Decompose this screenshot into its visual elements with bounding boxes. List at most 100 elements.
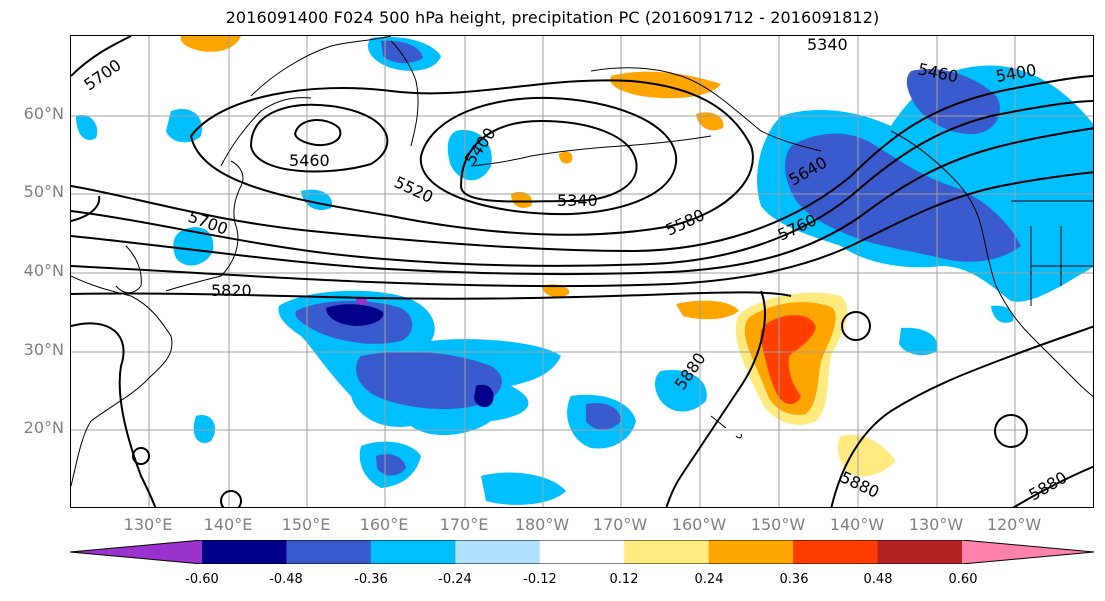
lon-label-150w: 150°W	[750, 515, 806, 534]
neg-anomaly-nw4	[447, 130, 492, 181]
colorbar-tick: 0.36	[779, 572, 809, 587]
border-states	[1030, 226, 1093, 306]
contour-5340-low	[459, 119, 638, 203]
contour-label-5880-east: 5880	[1026, 468, 1071, 505]
neg-anomaly-northeast-mid2	[906, 68, 1000, 135]
pos-anomaly-small7	[837, 434, 896, 477]
neg-anomaly-nw1-mid	[381, 40, 423, 64]
colorbar-segment	[202, 540, 287, 564]
lon-label-140w: 140°W	[829, 515, 885, 534]
contour-5880-west	[71, 322, 157, 507]
colorbar-segment	[624, 540, 710, 564]
contour-5400	[419, 96, 678, 216]
gridlines	[71, 36, 1093, 507]
lon-label-130w: 130°W	[908, 515, 964, 534]
contour-label-5340-center: 5340	[557, 191, 598, 210]
coast-siberia	[250, 36, 392, 97]
neg-anomaly-sw4	[586, 402, 621, 430]
neg-anomaly-sw8	[193, 415, 216, 444]
colorbar-tick: 0.24	[694, 572, 724, 587]
neg-anomaly-sw5	[481, 472, 566, 505]
colorbar-tick: 0.60	[948, 572, 978, 587]
coast-na-west	[995, 285, 1093, 398]
contour-label-5460-west: 5460	[289, 151, 330, 170]
lat-label-50n: 50°N	[23, 182, 64, 201]
contour-label-5820: 5820	[211, 281, 252, 300]
lat-label-60n: 60°N	[23, 104, 64, 123]
lon-label-130e: 130°E	[123, 515, 173, 534]
contour-5880-mid	[665, 290, 766, 507]
colorbar-tick: -0.48	[269, 572, 303, 587]
coast-korea	[115, 245, 142, 294]
coast-okhotsk	[220, 97, 312, 167]
neg-anomaly-northeast-mid	[785, 133, 1021, 262]
contour-label-5340-top: 5340	[807, 36, 848, 54]
colorbar-segment	[370, 540, 456, 564]
neg-anomaly-west-pacific-dark	[326, 304, 384, 326]
pos-anomaly-ne-pacific-high	[760, 315, 816, 405]
neg-anomaly-west-pacific-dark2	[474, 384, 494, 408]
coast-aleutians	[470, 135, 712, 167]
contour-small-1	[132, 447, 150, 465]
colorbar-tick: -0.24	[438, 572, 472, 587]
pos-anomaly-small4	[696, 112, 724, 131]
contour-5640	[71, 100, 1093, 267]
pos-anomaly-small5	[541, 284, 570, 298]
lat-label-30n: 30°N	[23, 340, 64, 359]
contour-5700	[71, 127, 1093, 276]
colorbar-tick: -0.60	[185, 572, 219, 587]
lat-label-40n: 40°N	[23, 261, 64, 280]
neg-anomaly-nw2	[166, 108, 202, 143]
contour-label-5580: 5580	[663, 205, 708, 239]
lon-label-180w: 180°W	[514, 515, 570, 534]
colorbar-segment	[877, 540, 963, 564]
colorbar-max-extend	[962, 540, 1094, 564]
lon-label-170e: 170°E	[439, 515, 489, 534]
lat-label-20n: 20°N	[23, 418, 64, 437]
colorbar-segment	[286, 540, 372, 564]
contour-5460-inner	[294, 119, 342, 147]
colorbar-segment	[708, 540, 794, 564]
contour-5880-east	[830, 325, 1093, 507]
map-panel: 5700 5460 5520 5400 5340 5340 5460 5400 …	[70, 35, 1094, 508]
colorbar-tick: 0.12	[609, 572, 639, 587]
coast-bc	[890, 130, 997, 287]
coast-japan	[165, 160, 244, 292]
contour-5820	[71, 291, 792, 300]
neg-anomaly-nw3	[76, 115, 98, 140]
lon-label-160w: 160°W	[671, 515, 727, 534]
colorbar-min-extend	[70, 540, 202, 564]
neg-anomaly-east1	[899, 327, 938, 356]
coast-kamchatka	[390, 40, 419, 147]
coast-asia	[71, 275, 173, 487]
pos-anomaly-small2	[180, 36, 241, 52]
neg-anomaly-sw7	[655, 370, 707, 412]
lon-label-170w: 170°W	[592, 515, 648, 534]
neg-anomaly-east2	[991, 305, 1014, 323]
colorbar-tick: -0.12	[523, 572, 557, 587]
contour-5880-se	[1012, 465, 1093, 507]
colorbar-tick: -0.36	[354, 572, 388, 587]
lon-label-140e: 140°E	[203, 515, 253, 534]
contour-5580	[71, 75, 1093, 253]
contour-5520	[189, 79, 754, 236]
colorbar-tick: 0.48	[863, 572, 893, 587]
contour-5700-nw	[71, 36, 132, 77]
pos-anomaly-small3	[511, 191, 533, 208]
pos-anomaly-small6	[676, 300, 739, 320]
colorbar-segment	[793, 540, 879, 564]
coast-alaska	[590, 67, 822, 152]
colorbar-segments	[202, 540, 963, 564]
contour-5700-nw2	[71, 195, 101, 222]
coastlines	[71, 36, 1093, 487]
colorbar	[70, 540, 1094, 564]
neg-anomaly-sw6	[173, 227, 214, 266]
pos-anomaly-small8	[559, 151, 573, 164]
pos-anomaly-small1	[610, 71, 721, 99]
contour-small-4	[994, 414, 1028, 448]
contour-small-3	[841, 311, 871, 341]
lon-label-150e: 150°E	[281, 515, 331, 534]
lon-label-120w: 120°W	[986, 515, 1042, 534]
contour-small-2	[220, 490, 242, 507]
contour-5760	[71, 171, 1093, 288]
